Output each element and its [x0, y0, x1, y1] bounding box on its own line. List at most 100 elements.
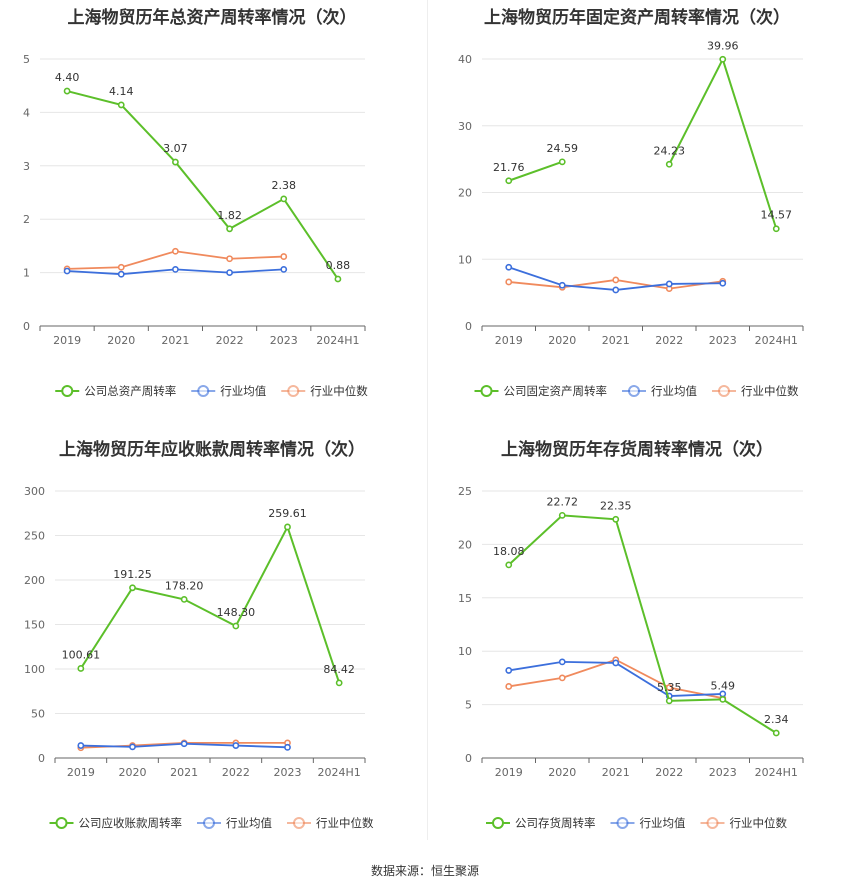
inventory-y-tick-label-0: 0: [465, 752, 472, 765]
receivable-y-tick-label-150: 150: [24, 619, 45, 632]
receivable-legend-median-label: 行业中位数: [316, 816, 374, 830]
receivable-data-label-2019: 100.61: [62, 648, 101, 661]
receivable-company-point-2020: [129, 584, 136, 592]
inventory-y-tick-label-25: 25: [458, 485, 472, 498]
fixed-asset-chart-title: 上海物贸历年固定资产周转率情况（次）: [484, 7, 790, 28]
receivable-y-tick-label-0: 0: [38, 752, 45, 765]
receivable-legend-avg-swatch-marker: [203, 817, 215, 829]
fixed-asset-legend-avg-swatch-marker: [628, 385, 640, 397]
fixed-asset-avg-point-2019: [505, 263, 513, 271]
chart-inventory-turnover: 上海物贸历年存货周转率情况（次） 0 5 10 15 20 25 2019 2020 2021 20…: [458, 439, 804, 830]
receivable-company-point-2022: [232, 622, 240, 630]
fixed-asset-x-tick-label-2023: 2023: [709, 334, 737, 347]
total-asset-y-tick-label-1: 1: [23, 267, 30, 280]
total-asset-company-series-line-0: [66, 90, 339, 280]
inventory-company-point-2019: [505, 561, 513, 569]
total-asset-median-point-2020: [117, 263, 125, 271]
inventory-legend-avg-label: 行业均值: [640, 816, 686, 830]
fixed-asset-y-tick-label-40: 40: [458, 53, 472, 66]
total-asset-avg-point-2021: [172, 265, 179, 273]
receivable-x-tick-label-2019: 2019: [67, 766, 95, 779]
total-asset-x-tick-label-2020: 2020: [107, 334, 135, 347]
receivable-y-tick-label-200: 200: [24, 574, 45, 587]
total-asset-data-label-2022: 1.82: [217, 209, 242, 222]
inventory-legend-company-swatch-marker: [492, 817, 504, 829]
total-asset-x-tick-label-2021: 2021: [161, 334, 189, 347]
receivable-chart-title: 上海物贸历年应收账款周转率情况（次）: [59, 439, 365, 460]
fixed-asset-median-point-2021: [612, 276, 620, 284]
inventory-data-label-2024H1: 2.34: [764, 713, 789, 726]
inventory-company-point-2021: [612, 515, 620, 523]
total-asset-legend-avg-swatch-marker: [197, 385, 210, 397]
total-asset-chart-title: 上海物贸历年总资产周转率情况（次）: [68, 7, 357, 28]
receivable-avg-point-2020: [129, 743, 136, 751]
inventory-company-point-2023: [719, 695, 727, 703]
fixed-asset-legend-median-label: 行业中位数: [741, 384, 799, 398]
receivable-x-tick-label-2022: 2022: [222, 766, 250, 779]
inventory-data-label-2022: 5.35: [657, 681, 682, 694]
total-asset-x-tick-label-2022: 2022: [216, 334, 244, 347]
fixed-asset-company-point-2023: [719, 55, 727, 63]
fixed-asset-avg-point-2021: [612, 286, 620, 294]
inventory-legend-median-swatch-marker: [706, 817, 719, 829]
fixed-asset-y-tick-label-30: 30: [458, 120, 472, 133]
total-asset-y-tick-label-5: 5: [23, 53, 30, 66]
fixed-asset-x-tick-label-2019: 2019: [495, 334, 523, 347]
fixed-asset-x-tick-label-2020: 2020: [548, 334, 576, 347]
total-asset-avg-point-2020: [117, 270, 125, 278]
panel-inventory-turnover: 上海物贸历年存货周转率情况（次） 0 5 10 15 20 25 2019 2020 2021 20…: [425, 430, 850, 860]
total-asset-avg-point-2019: [63, 267, 71, 275]
total-asset-y-tick-label-0: 0: [23, 320, 30, 333]
receivable-x-tick-label-2021: 2021: [170, 766, 198, 779]
total-asset-company-point-2020: [117, 101, 125, 109]
total-asset-company-point-2019: [63, 87, 71, 95]
inventory-x-tick-label-2019: 2019: [495, 766, 523, 779]
receivable-data-label-2020: 191.25: [113, 568, 152, 581]
fixed-asset-legend-avg-label: 行业均值: [651, 384, 697, 398]
receivable-company-point-2021: [180, 596, 188, 603]
receivable-data-label-2021: 178.20: [165, 579, 204, 592]
fixed-asset-data-label-2024H1: 14.57: [761, 209, 793, 222]
chart-total-asset-turnover: 上海物贸历年总资产周转率情况（次） 0 1 2 3 4 5 2019 2020 2021 2022 2…: [23, 7, 368, 398]
total-asset-y-tick-label-2: 2: [23, 213, 30, 226]
receivable-y-tick-label-50: 50: [31, 708, 45, 721]
total-asset-legend-avg-label: 行业均值: [220, 384, 266, 398]
receivable-avg-point-2021: [180, 740, 188, 748]
inventory-company-point-2022: [665, 697, 673, 705]
total-asset-company-point-2021: [172, 158, 179, 166]
receivable-y-tick-label-250: 250: [24, 530, 45, 543]
fixed-asset-company-point-2022: [665, 160, 673, 168]
total-asset-data-label-2024H1: 0.88: [326, 259, 351, 272]
total-asset-legend-company-swatch-marker: [61, 385, 74, 397]
panel-receivable-turnover: 上海物贸历年应收账款周转率情况（次） 0 50 100 150 200 250 300 2019…: [0, 430, 425, 860]
receivable-y-tick-label-300: 300: [24, 485, 45, 498]
receivable-legend-median-swatch-marker: [293, 817, 305, 829]
total-asset-data-label-2021: 3.07: [163, 142, 188, 155]
vertical-separator: [427, 0, 428, 840]
total-asset-data-label-2019: 4.40: [55, 71, 80, 84]
total-asset-company-point-2022: [226, 225, 233, 233]
receivable-legend-avg-label: 行业均值: [226, 816, 272, 830]
receivable-x-tick-label-2024H1: 2024H1: [318, 766, 361, 779]
fixed-asset-avg-point-2020: [558, 281, 566, 289]
inventory-y-tick-label-15: 15: [458, 592, 472, 605]
receivable-avg-point-2022: [232, 742, 240, 749]
fixed-asset-x-tick-label-2022: 2022: [655, 334, 683, 347]
inventory-data-label-2021: 22.35: [600, 499, 632, 512]
receivable-legend-company-label: 公司应收账款周转率: [79, 816, 183, 830]
receivable-avg-point-2019: [77, 742, 85, 749]
fixed-asset-median-point-2019: [505, 278, 513, 286]
fixed-asset-company-point-2024H1: [772, 225, 780, 233]
inventory-company-point-2024H1: [772, 729, 780, 737]
fixed-asset-company-series-line-1: [668, 56, 778, 230]
panel-fixed-asset-turnover: 上海物贸历年固定资产周转率情况（次） 0 10 20 30 40 2019 2020 2021 2…: [425, 0, 850, 430]
inventory-avg-point-2019: [505, 667, 513, 674]
fixed-asset-y-tick-label-20: 20: [458, 187, 472, 200]
total-asset-median-point-2021: [172, 247, 179, 255]
total-asset-data-label-2023: 2.38: [272, 179, 297, 192]
total-asset-x-tick-label-2019: 2019: [53, 334, 81, 347]
inventory-median-point-2020: [558, 674, 566, 682]
receivable-data-label-2024H1: 84.42: [323, 663, 355, 676]
receivable-company-point-2024H1: [335, 679, 343, 687]
total-asset-y-tick-label-3: 3: [23, 160, 30, 173]
